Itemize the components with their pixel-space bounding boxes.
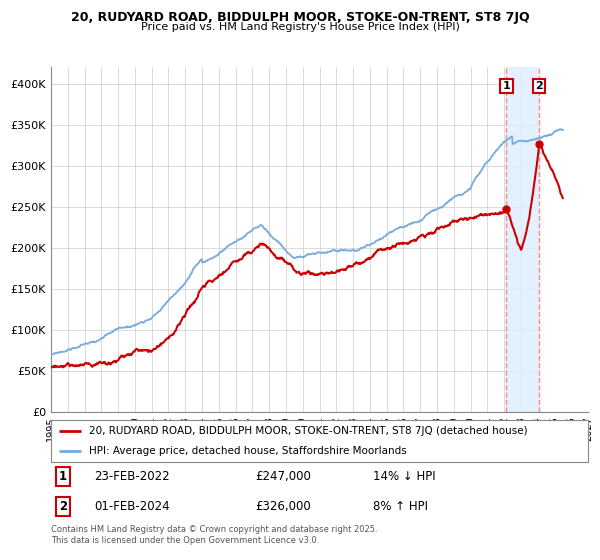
Text: 14% ↓ HPI: 14% ↓ HPI [373, 470, 436, 483]
Text: £247,000: £247,000 [255, 470, 311, 483]
Text: 20, RUDYARD ROAD, BIDDULPH MOOR, STOKE-ON-TRENT, ST8 7JQ: 20, RUDYARD ROAD, BIDDULPH MOOR, STOKE-O… [71, 11, 529, 24]
Bar [539, 67, 588, 412]
Text: 1: 1 [503, 81, 511, 91]
Text: 20, RUDYARD ROAD, BIDDULPH MOOR, STOKE-ON-TRENT, ST8 7JQ (detached house): 20, RUDYARD ROAD, BIDDULPH MOOR, STOKE-O… [89, 426, 527, 436]
Text: 01-FEB-2024: 01-FEB-2024 [94, 500, 170, 513]
Text: 23-FEB-2022: 23-FEB-2022 [94, 470, 170, 483]
Text: £326,000: £326,000 [255, 500, 311, 513]
Text: 8% ↑ HPI: 8% ↑ HPI [373, 500, 428, 513]
Text: HPI: Average price, detached house, Staffordshire Moorlands: HPI: Average price, detached house, Staf… [89, 446, 406, 456]
Bar [506, 67, 539, 412]
Bar [539, 67, 588, 412]
Text: Price paid vs. HM Land Registry's House Price Index (HPI): Price paid vs. HM Land Registry's House … [140, 22, 460, 32]
Text: 2: 2 [59, 500, 67, 513]
Text: Contains HM Land Registry data © Crown copyright and database right 2025.
This d: Contains HM Land Registry data © Crown c… [51, 525, 377, 545]
Text: 1: 1 [59, 470, 67, 483]
Text: 2: 2 [535, 81, 543, 91]
